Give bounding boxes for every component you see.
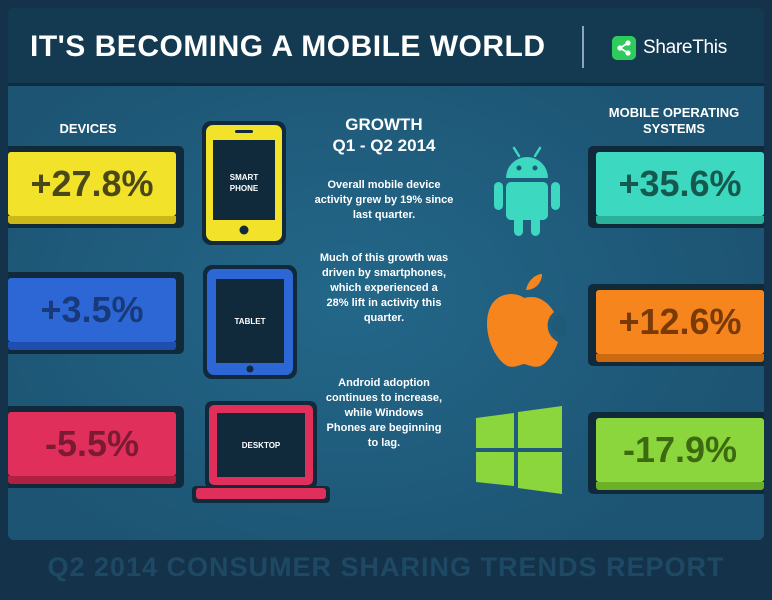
growth-title-line1: GROWTH (345, 115, 423, 134)
main-panel: IT'S BECOMING A MOBILE WORLD ShareThis D… (8, 8, 764, 540)
footer-title: Q2 2014 CONSUMER SHARING TRENDS REPORT (47, 552, 725, 582)
header: IT'S BECOMING A MOBILE WORLD ShareThis (8, 8, 764, 86)
share-icon (612, 36, 636, 60)
laptop-icon: DESKTOP (191, 400, 331, 504)
android-icon (484, 144, 570, 238)
tablet-label: TABLET (234, 317, 266, 326)
growth-paragraph-3: Android adoption continues to increase, … (325, 377, 443, 449)
apple-icon (482, 270, 573, 370)
smartphone-label: SMART PHONE (229, 173, 259, 193)
bar-android: +35.6% (596, 152, 764, 224)
bar-tablet: +3.5% (8, 278, 176, 350)
brand-name: ShareThis (643, 37, 727, 58)
growth-paragraph-1: Overall mobile device activity grew by 1… (314, 179, 454, 221)
desktop-label: DESKTOP (241, 441, 281, 450)
devices-label: DEVICES (59, 121, 117, 136)
bar-smartphone: +27.8% (8, 152, 176, 224)
tablet-change: +3.5% (40, 289, 144, 330)
os-label: MOBILE OPERATING SYSTEMS (594, 105, 754, 137)
windows-icon (474, 404, 564, 496)
os-label-text: MOBILE OPERATING SYSTEMS (608, 105, 740, 136)
growth-paragraph-2: Much of this growth was driven by smartp… (319, 252, 449, 324)
header-divider (582, 26, 584, 68)
page-title: IT'S BECOMING A MOBILE WORLD (30, 30, 546, 63)
bar-apple: +12.6% (596, 290, 764, 362)
brand: ShareThis (612, 34, 727, 62)
desktop-change: -5.5% (44, 423, 140, 464)
growth-title: GROWTH Q1 - Q2 2014 (304, 114, 464, 156)
growth-title-line2: Q1 - Q2 2014 (332, 136, 436, 155)
bar-desktop: -5.5% (8, 412, 176, 484)
tablet-icon: TABLET (202, 264, 298, 380)
windows-change: -17.9% (622, 429, 738, 470)
apple-change: +12.6% (618, 301, 742, 342)
smartphone-icon: SMART PHONE (201, 120, 287, 246)
android-change: +35.6% (618, 163, 742, 204)
bar-windows: -17.9% (596, 418, 764, 490)
smartphone-change: +27.8% (30, 163, 154, 204)
